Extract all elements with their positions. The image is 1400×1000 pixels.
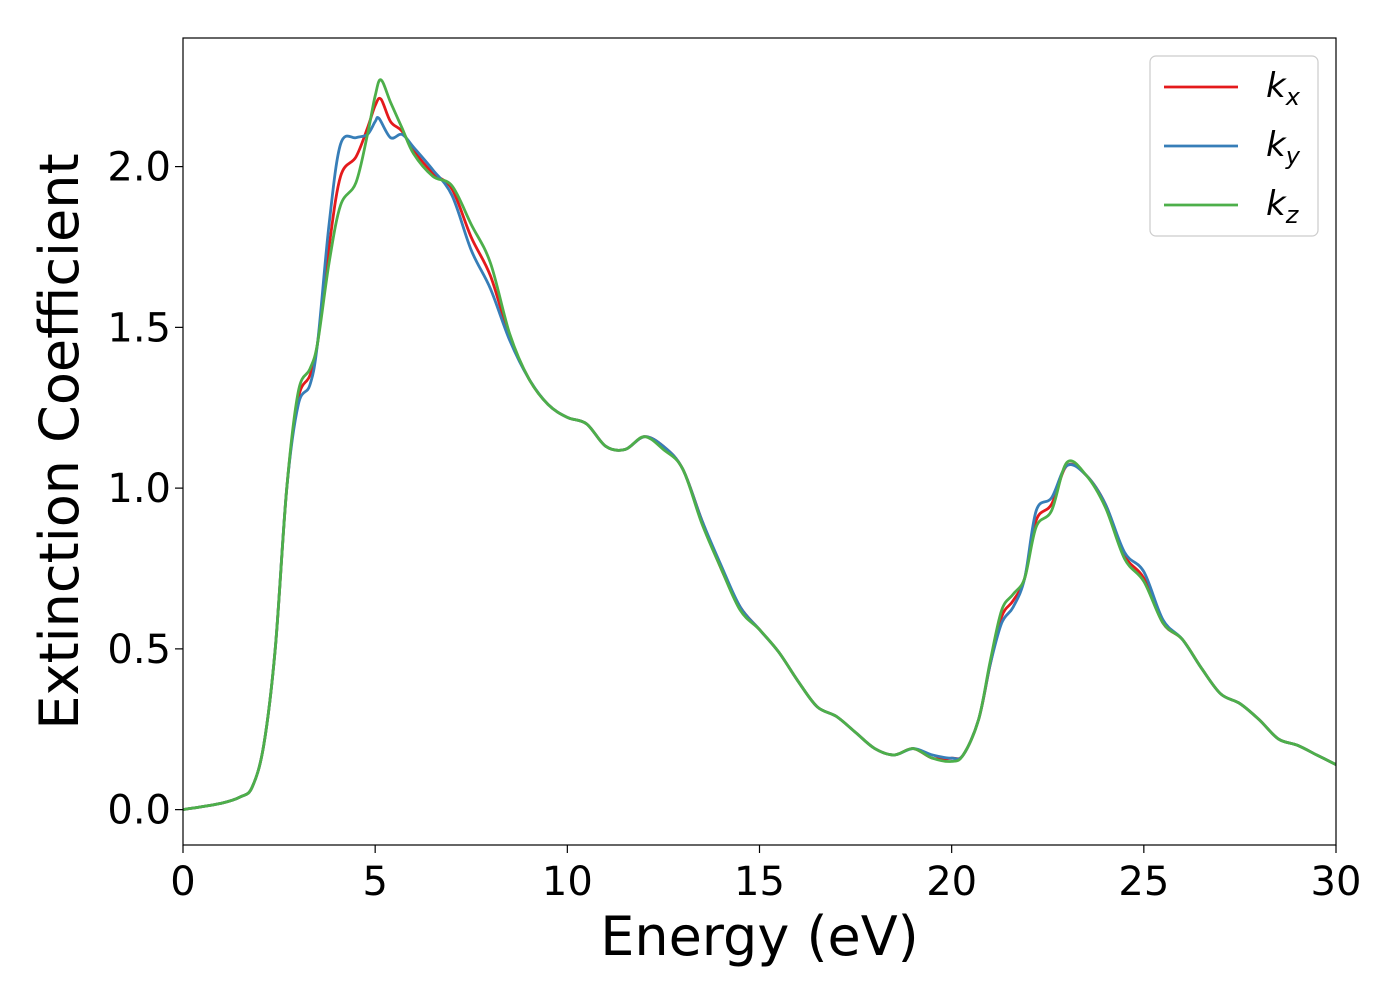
y-tick-label: 2.0 [107,145,171,191]
y-axis-title: Extinction Coefficient [28,153,91,729]
x-tick-label: 0 [170,859,195,905]
legend-label-kx: kx [1266,66,1301,111]
x-tick-label: 5 [362,859,387,905]
series-layer [183,78,1336,812]
x-tick-label: 30 [1311,859,1362,905]
x-axis-title: Energy (eV) [600,905,919,968]
series-line-kz [183,78,1336,812]
y-tick-label: 1.0 [107,466,171,512]
y-tick-label: 0.5 [107,627,171,673]
x-tick-label: 20 [926,859,977,905]
legend: kx ky kz [1149,55,1319,237]
y-axis-ticks: 0.0 0.5 1.0 1.5 2.0 [107,145,183,834]
y-tick-label: 0.0 [107,788,171,834]
legend-label-ky: ky [1266,125,1301,170]
x-tick-label: 10 [542,859,593,905]
y-tick-label: 1.5 [107,305,171,351]
x-tick-label: 25 [1118,859,1169,905]
legend-label-kz: kz [1266,184,1300,229]
x-tick-label: 15 [734,859,785,905]
x-axis-ticks: 0 5 10 15 20 25 30 [170,845,1361,905]
